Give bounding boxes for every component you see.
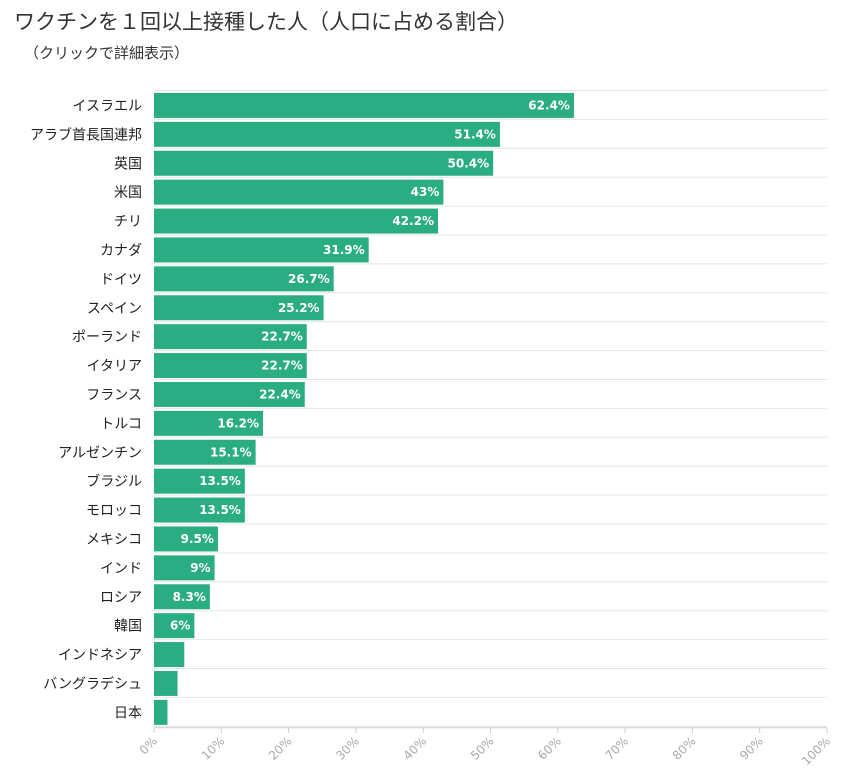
bar[interactable] <box>154 439 256 465</box>
category-label: チリ <box>114 214 142 230</box>
bar[interactable] <box>154 670 178 696</box>
category-label: トルコ <box>100 416 142 432</box>
category-label: インドネシア <box>58 648 142 664</box>
category-label: スペイン <box>87 301 142 317</box>
category-label: フランス <box>86 387 142 403</box>
bar[interactable] <box>154 410 264 436</box>
data-label: 43% <box>411 185 440 199</box>
x-tick-label: 90% <box>737 734 766 763</box>
chart-title: ワクチンを１回以上接種した人（人口に占める割合） <box>14 10 518 34</box>
data-label: 8.3% <box>173 590 206 604</box>
category-label: アルゼンチン <box>58 445 142 461</box>
bar[interactable] <box>154 584 210 610</box>
category-label: 日本 <box>114 705 142 721</box>
data-label: 9% <box>190 561 210 575</box>
x-tick-label: 0% <box>137 734 160 757</box>
category-label: インド <box>100 561 142 577</box>
bar[interactable] <box>154 266 334 292</box>
bar[interactable] <box>154 353 307 379</box>
bar[interactable] <box>154 324 307 350</box>
data-label: 51.4% <box>454 127 496 141</box>
bar[interactable] <box>154 642 185 668</box>
category-label: アラブ首長国連邦 <box>30 126 142 143</box>
data-label: 16.2% <box>217 416 259 430</box>
data-label: 6% <box>170 619 190 633</box>
bar[interactable] <box>154 468 245 494</box>
bar[interactable] <box>154 295 324 321</box>
data-label: 22.7% <box>261 359 303 373</box>
category-label: 米国 <box>114 185 142 201</box>
bar[interactable] <box>154 555 215 581</box>
data-label: 26.7% <box>288 272 330 286</box>
category-label: モロッコ <box>86 503 142 519</box>
category-label: ブラジル <box>86 473 142 490</box>
bar[interactable] <box>154 497 245 523</box>
bar[interactable] <box>154 179 444 205</box>
data-label: 22.7% <box>261 330 303 344</box>
x-tick-label: 10% <box>199 734 228 763</box>
bar[interactable] <box>154 613 195 639</box>
category-label: イスラエル <box>72 98 142 114</box>
category-label: 韓国 <box>114 619 142 635</box>
bar[interactable] <box>154 526 218 552</box>
data-label: 31.9% <box>323 243 365 257</box>
x-tick-label: 60% <box>535 734 564 763</box>
x-tick-label: 100% <box>799 734 833 768</box>
x-tick-label: 20% <box>266 734 295 763</box>
category-label: ロシア <box>100 590 142 606</box>
data-label: 15.1% <box>210 445 252 459</box>
bar[interactable] <box>154 237 369 263</box>
x-tick-label: 70% <box>602 734 631 763</box>
x-tick-label: 30% <box>333 734 362 763</box>
data-label: 25.2% <box>278 301 320 315</box>
data-label: 13.5% <box>199 503 241 517</box>
category-label: メキシコ <box>86 532 142 548</box>
bar[interactable] <box>154 92 574 118</box>
category-label: イタリア <box>87 359 142 375</box>
data-label: 22.4% <box>259 387 301 401</box>
bar[interactable] <box>154 699 168 725</box>
category-label: 英国 <box>114 155 142 172</box>
bar[interactable] <box>154 150 494 176</box>
bar[interactable] <box>154 121 500 147</box>
chart-subtitle: （クリックで詳細表示） <box>24 44 190 62</box>
category-label: ポーランド <box>72 330 142 346</box>
data-label: 62.4% <box>528 98 570 112</box>
bar[interactable] <box>154 208 439 234</box>
data-label: 13.5% <box>199 474 241 488</box>
x-tick-label: 40% <box>401 734 430 763</box>
data-label: 42.2% <box>392 214 434 228</box>
x-tick-label: 80% <box>670 734 699 763</box>
category-label: バングラデシュ <box>43 675 142 692</box>
data-label: 9.5% <box>181 532 214 546</box>
bar[interactable] <box>154 381 305 407</box>
category-label: ドイツ <box>100 272 142 288</box>
data-label: 50.4% <box>448 156 490 170</box>
category-label: カナダ <box>100 243 142 259</box>
x-tick-label: 50% <box>468 734 497 763</box>
